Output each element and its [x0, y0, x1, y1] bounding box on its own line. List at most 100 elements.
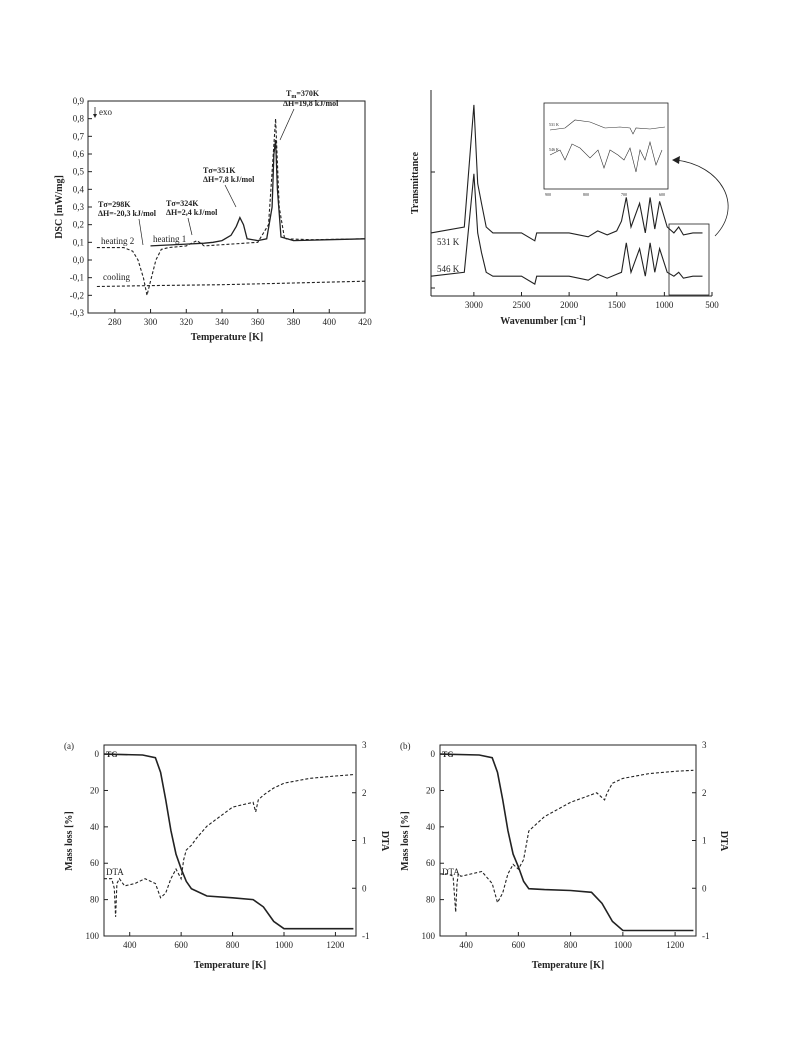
- dta-y-tick-label: 0: [362, 883, 367, 893]
- dsc-series-heating-2: [96, 118, 366, 296]
- tgb-x-axis-label: Temperature [K]: [532, 960, 605, 971]
- annotation-370K-temp: Tm=370K: [286, 89, 320, 100]
- tga-plot-frame: [103, 744, 357, 937]
- ir-inset-x-tick-label: 800: [583, 192, 589, 197]
- tg-x-tick-label: 800: [226, 940, 240, 950]
- tga-dta-label: DTA: [106, 867, 124, 877]
- dta-y-tick-label: 2: [702, 788, 707, 798]
- dsc-x-tick-label: 340: [215, 317, 229, 327]
- ir-inset-label-546K: 546 K: [549, 147, 559, 152]
- ir-x-tick-label: 1000: [655, 300, 674, 310]
- dta-y-tick-label: 1: [362, 836, 367, 846]
- dta-y-tick-label: -1: [362, 931, 370, 941]
- ir-inset-curve-546K: [549, 140, 663, 173]
- tg-y-tick-label: 100: [422, 931, 436, 941]
- ir-x-tick-label: 3000: [465, 300, 484, 310]
- dsc-x-tick-label: 320: [180, 317, 194, 327]
- dsc-y-tick-label: 0,5: [73, 167, 85, 177]
- annotation-351K-temp: Tσ=351K: [203, 166, 236, 175]
- ir-label-546K: 546 K: [437, 264, 460, 274]
- dsc-x-tick-label: 300: [144, 317, 158, 327]
- annotation-324K-arrow: [187, 217, 193, 236]
- ir-inset-label-531K: 531 K: [549, 122, 559, 127]
- ir-y-axis-label: Transmittance: [410, 151, 421, 214]
- dsc-y-tick-label: -0,2: [70, 290, 84, 300]
- ir-inset-x-tick-label: 900: [545, 192, 551, 197]
- dsc-y-tick-label: 0,2: [73, 220, 84, 230]
- tg-x-tick-label: 1200: [666, 940, 685, 950]
- ir-series: [430, 104, 703, 285]
- ir-x-tick-label: 2500: [512, 300, 531, 310]
- tg-x-tick-label: 1200: [326, 940, 345, 950]
- dsc-x-tick-label: 380: [287, 317, 301, 327]
- dsc-y-tick-label: 0,0: [73, 255, 85, 265]
- dsc-x-ticks: 280 300 320 340 360 380 400 420: [108, 309, 372, 327]
- dsc-y-tick-label: 0,1: [73, 237, 84, 247]
- ir-inset-x-tick-label: 600: [659, 192, 665, 197]
- tgb-series: [439, 753, 694, 932]
- annotation-298K-arrow: [138, 218, 144, 246]
- tg-y-tick-label: 100: [86, 931, 100, 941]
- ir-series-531-K: [430, 104, 703, 242]
- tg-x-tick-label: 600: [512, 940, 526, 950]
- dta-y-tick-label: -1: [702, 931, 710, 941]
- annotation-298K-temp: Tσ=298K: [98, 200, 131, 209]
- tga-tg-label: TG: [106, 750, 118, 759]
- tg-y-tick-label: 40: [426, 822, 436, 832]
- tga-x-axis-label: Temperature [K]: [194, 960, 267, 971]
- tgb-y2-axis-label: DTA: [718, 831, 729, 852]
- tg-y-tick-label: 20: [426, 785, 436, 795]
- tg-series-TG: [439, 753, 694, 932]
- dsc-x-tick-label: 420: [358, 317, 372, 327]
- annotation-324K-temp: Tσ=324K: [166, 199, 199, 208]
- panel-label-b: (b): [400, 741, 411, 751]
- dta-y-tick-label: 3: [702, 740, 707, 750]
- dsc-series-cooling: [96, 280, 366, 288]
- dsc-y-tick-label: 0,9: [73, 96, 85, 106]
- dsc-x-tick-label: 280: [108, 317, 122, 327]
- ir-x-tick-label: 1500: [608, 300, 627, 310]
- annotation-298K-enthalpy: ΔH=-20,3 kJ/mol: [98, 209, 157, 218]
- ir-inset-frame: [543, 102, 669, 190]
- dsc-y-tick-label: 0,7: [73, 131, 85, 141]
- ir-x-tick-label: 2000: [560, 300, 579, 310]
- tg-y-tick-label: 60: [90, 858, 100, 868]
- dsc-series-heating-1: [150, 139, 366, 247]
- dta-y-tick-label: 2: [362, 788, 367, 798]
- exo-label: exo: [99, 107, 112, 117]
- dsc-x-axis-label: Temperature [K]: [191, 332, 264, 343]
- dta-y-tick-label: 3: [362, 740, 367, 750]
- annotation-351K-enthalpy: ΔH=7,8 kJ/mol: [203, 175, 255, 184]
- dsc-y-axis-label: DSC [mW/mg]: [54, 175, 65, 239]
- tg-x-tick-label: 400: [459, 940, 473, 950]
- annotation-370K-enthalpy: ΔH=19,8 kJ/mol: [283, 99, 339, 108]
- heating-2-label: heating 2: [101, 236, 134, 246]
- ir-inset-x-tick-label: 700: [621, 192, 627, 197]
- annotation-370K-arrow: [279, 108, 295, 141]
- zoom-arrow-icon: [675, 159, 729, 237]
- tg-series-DTA: [104, 774, 354, 917]
- tga-series: [103, 753, 354, 930]
- dsc-y-tick-label: 0,3: [73, 202, 85, 212]
- cooling-label: cooling: [103, 272, 130, 282]
- dta-y-tick-label: 1: [702, 836, 707, 846]
- dsc-y-tick-label: -0,3: [70, 308, 85, 318]
- ir-label-531K: 531 K: [437, 237, 460, 247]
- tg-series-TG: [103, 753, 354, 930]
- tgb-plot-frame: [439, 744, 697, 937]
- dsc-y-tick-label: 0,8: [73, 114, 85, 124]
- tg-x-tick-label: 600: [174, 940, 188, 950]
- tg-series-DTA: [440, 769, 694, 913]
- tg-y-tick-label: 80: [90, 895, 100, 905]
- tg-x-tick-label: 400: [123, 940, 137, 950]
- dsc-y-tick-label: -0,1: [70, 273, 84, 283]
- tgb-dta-label: DTA: [442, 867, 460, 877]
- tg-y-tick-label: 0: [431, 749, 436, 759]
- tg-y-tick-label: 0: [95, 749, 100, 759]
- dsc-y-ticks: -0,3 -0,2 -0,1 0,0 0,1 0,2 0,3 0,4 0,5 0,6 0,7 0,8 0…: [70, 96, 92, 318]
- tgb-y-axis-label: Mass loss [%]: [400, 811, 411, 870]
- tg-y-tick-label: 40: [90, 822, 100, 832]
- dsc-y-tick-label: 0,4: [73, 184, 85, 194]
